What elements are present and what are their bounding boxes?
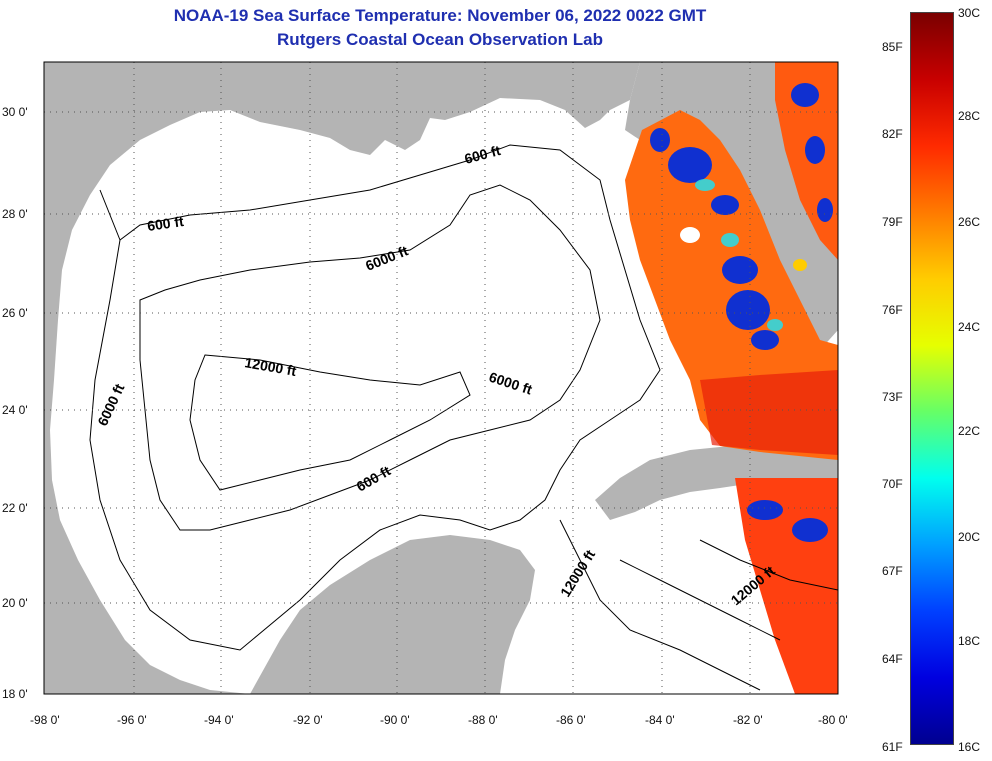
lat-label: 30 0' [2,105,28,119]
lon-label: -94 0' [204,713,234,727]
colorbar-f-label: 73F [882,390,903,404]
contour-6000 [139,184,601,531]
colorbar-c-label: 26C [958,215,981,229]
colorbar-f-label: 67F [882,564,903,578]
colorbar-f-label: 61F [882,740,903,754]
colorbar-f-label: 82F [882,127,903,141]
sst-caribbean-cold [747,500,828,542]
colorbar-c-label: 30C [958,6,981,20]
colorbar-f-label: 70F [882,477,903,491]
sst-cold-patches [650,128,779,350]
graticule [44,62,838,694]
colorbar-c-label: 16C [958,740,981,754]
contour-600 [89,144,661,651]
sst-warm-band [700,370,838,455]
lon-label: -80 0' [818,713,848,727]
sst-cloud-white [680,227,700,243]
colorbar-c-label: 18C [958,634,981,648]
lat-label: 20 0' [2,596,28,610]
land-yucatan [250,535,535,694]
title-line-1: NOAA-19 Sea Surface Temperature: Novembe… [173,6,707,25]
land-us-mexico [44,62,640,694]
lat-label: 24 0' [2,403,28,417]
sst-yellow-spot [793,259,807,271]
colorbar-c-label: 28C [958,109,981,123]
colorbar-c-label: 24C [958,320,981,334]
sst-atlantic-cold [791,83,833,222]
title-line-2: Rutgers Coastal Ocean Observation Lab [277,30,603,49]
lon-label: -84 0' [645,713,675,727]
colorbar-f-label: 76F [882,303,903,317]
lon-label: -88 0' [468,713,498,727]
colorbar-f-label: 85F [882,40,903,54]
contour-label-600-nw: 600 ft [146,213,185,234]
sst-swath-east-gulf [625,110,838,460]
lat-label: 26 0' [2,306,28,320]
colorbar-c-label: 20C [958,530,981,544]
contour-12000 [189,354,471,491]
land-cuba [595,446,838,520]
lon-label: -96 0' [117,713,147,727]
map-frame [43,61,839,695]
lat-label: 28 0' [2,207,28,221]
colorbar-f-label: 79F [882,215,903,229]
temperature-colorbar [910,12,954,745]
lon-label: -92 0' [293,713,323,727]
sst-cyan-patches [695,179,783,331]
lon-label: -90 0' [380,713,410,727]
lon-label: -98 0' [30,713,60,727]
colorbar-f-label: 64F [882,652,903,666]
lon-label: -82 0' [733,713,763,727]
lat-label: 18 0' [2,687,28,701]
contour-caribbean [559,519,838,691]
lon-label: -86 0' [556,713,586,727]
lat-label: 22 0' [2,501,28,515]
depth-contours [89,144,838,691]
colorbar-c-label: 22C [958,424,981,438]
